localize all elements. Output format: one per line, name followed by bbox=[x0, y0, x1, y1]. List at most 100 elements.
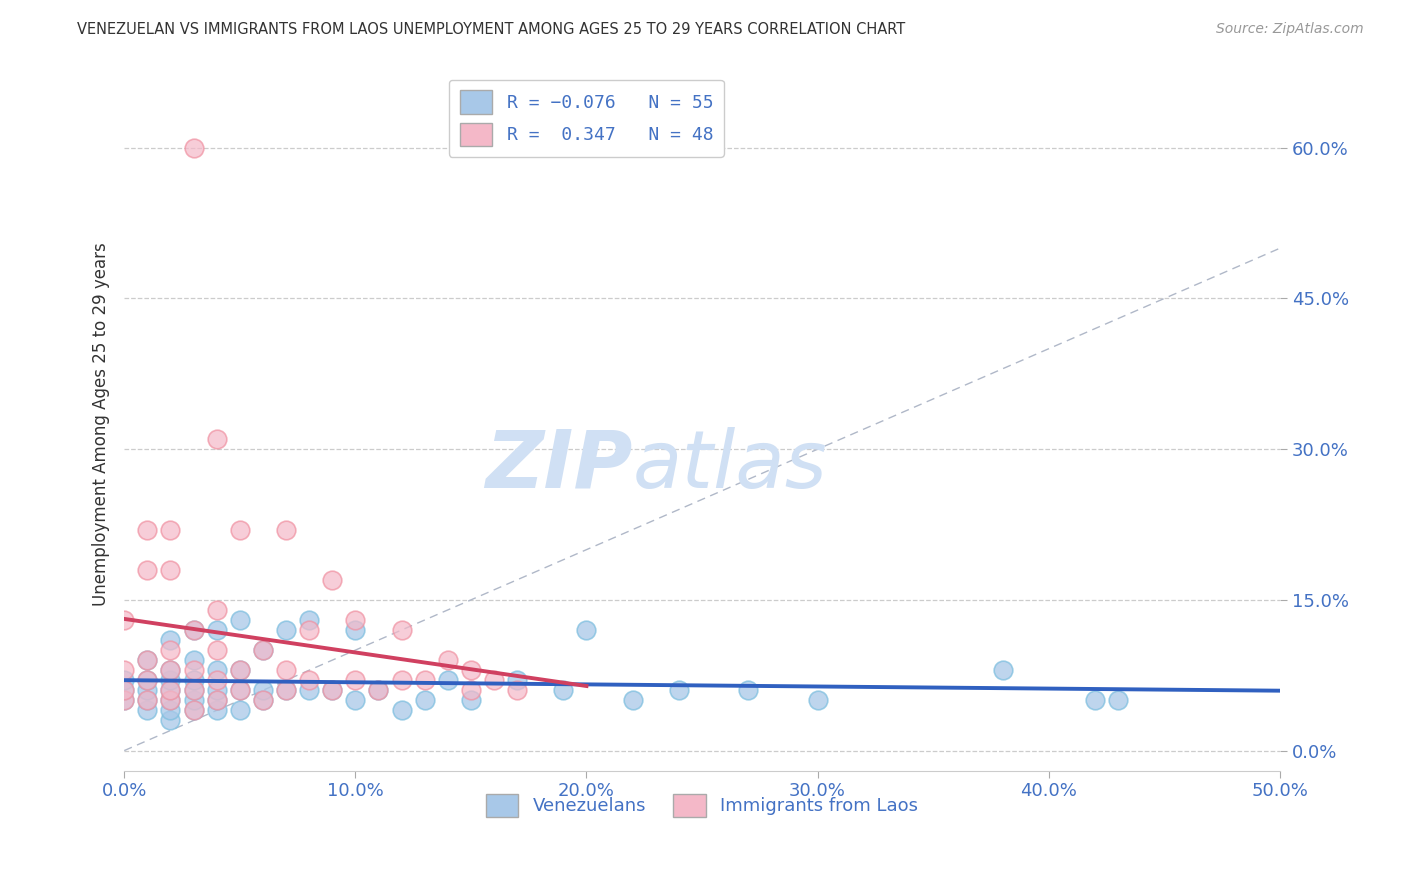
Point bbox=[183, 623, 205, 637]
Point bbox=[252, 643, 274, 657]
Point bbox=[205, 623, 228, 637]
Point bbox=[391, 673, 413, 688]
Point bbox=[159, 663, 181, 677]
Point bbox=[274, 683, 297, 698]
Point bbox=[321, 683, 343, 698]
Point bbox=[344, 623, 367, 637]
Point bbox=[252, 683, 274, 698]
Point bbox=[321, 573, 343, 587]
Point bbox=[159, 683, 181, 698]
Point bbox=[205, 432, 228, 446]
Point bbox=[506, 683, 529, 698]
Point bbox=[344, 613, 367, 627]
Point bbox=[205, 703, 228, 717]
Point bbox=[205, 693, 228, 707]
Point bbox=[159, 563, 181, 577]
Point bbox=[229, 663, 252, 677]
Point bbox=[183, 623, 205, 637]
Point bbox=[183, 663, 205, 677]
Point bbox=[159, 683, 181, 698]
Point bbox=[159, 523, 181, 537]
Point bbox=[136, 693, 159, 707]
Point bbox=[112, 693, 135, 707]
Point bbox=[229, 523, 252, 537]
Point bbox=[575, 623, 598, 637]
Point bbox=[183, 141, 205, 155]
Point bbox=[274, 683, 297, 698]
Point bbox=[112, 683, 135, 698]
Point bbox=[621, 693, 644, 707]
Point bbox=[183, 703, 205, 717]
Text: Source: ZipAtlas.com: Source: ZipAtlas.com bbox=[1216, 22, 1364, 37]
Point bbox=[229, 703, 252, 717]
Point bbox=[274, 523, 297, 537]
Point bbox=[205, 643, 228, 657]
Point bbox=[183, 683, 205, 698]
Point bbox=[229, 683, 252, 698]
Point bbox=[460, 693, 482, 707]
Point bbox=[159, 663, 181, 677]
Point bbox=[159, 673, 181, 688]
Point bbox=[136, 703, 159, 717]
Point bbox=[1107, 693, 1129, 707]
Point bbox=[205, 683, 228, 698]
Point bbox=[112, 663, 135, 677]
Point bbox=[136, 683, 159, 698]
Point bbox=[183, 683, 205, 698]
Point bbox=[460, 663, 482, 677]
Point bbox=[159, 693, 181, 707]
Point bbox=[136, 653, 159, 667]
Point bbox=[367, 683, 389, 698]
Point bbox=[482, 673, 505, 688]
Point bbox=[1084, 693, 1107, 707]
Point bbox=[298, 623, 321, 637]
Text: VENEZUELAN VS IMMIGRANTS FROM LAOS UNEMPLOYMENT AMONG AGES 25 TO 29 YEARS CORREL: VENEZUELAN VS IMMIGRANTS FROM LAOS UNEMP… bbox=[77, 22, 905, 37]
Point bbox=[274, 663, 297, 677]
Point bbox=[413, 673, 436, 688]
Point bbox=[205, 693, 228, 707]
Point bbox=[274, 623, 297, 637]
Point bbox=[229, 613, 252, 627]
Point bbox=[183, 673, 205, 688]
Point bbox=[252, 693, 274, 707]
Point bbox=[436, 673, 458, 688]
Point bbox=[436, 653, 458, 667]
Point bbox=[112, 693, 135, 707]
Point bbox=[183, 693, 205, 707]
Point bbox=[460, 683, 482, 698]
Point bbox=[136, 693, 159, 707]
Point bbox=[183, 653, 205, 667]
Point bbox=[136, 673, 159, 688]
Point bbox=[112, 613, 135, 627]
Point bbox=[205, 663, 228, 677]
Point bbox=[252, 693, 274, 707]
Point bbox=[344, 673, 367, 688]
Point bbox=[391, 623, 413, 637]
Point bbox=[229, 683, 252, 698]
Point bbox=[136, 563, 159, 577]
Point bbox=[298, 683, 321, 698]
Legend: Venezuelans, Immigrants from Laos: Venezuelans, Immigrants from Laos bbox=[478, 787, 925, 824]
Point bbox=[298, 673, 321, 688]
Point bbox=[668, 683, 690, 698]
Text: atlas: atlas bbox=[633, 426, 828, 505]
Point bbox=[159, 703, 181, 717]
Point bbox=[136, 653, 159, 667]
Point bbox=[112, 673, 135, 688]
Point bbox=[159, 693, 181, 707]
Point bbox=[136, 673, 159, 688]
Point bbox=[205, 673, 228, 688]
Point bbox=[737, 683, 759, 698]
Point bbox=[205, 603, 228, 617]
Point bbox=[183, 703, 205, 717]
Point bbox=[159, 714, 181, 728]
Point bbox=[391, 703, 413, 717]
Point bbox=[367, 683, 389, 698]
Point bbox=[991, 663, 1014, 677]
Point bbox=[252, 643, 274, 657]
Point bbox=[159, 643, 181, 657]
Point bbox=[112, 683, 135, 698]
Point bbox=[229, 663, 252, 677]
Point bbox=[298, 613, 321, 627]
Point bbox=[159, 633, 181, 648]
